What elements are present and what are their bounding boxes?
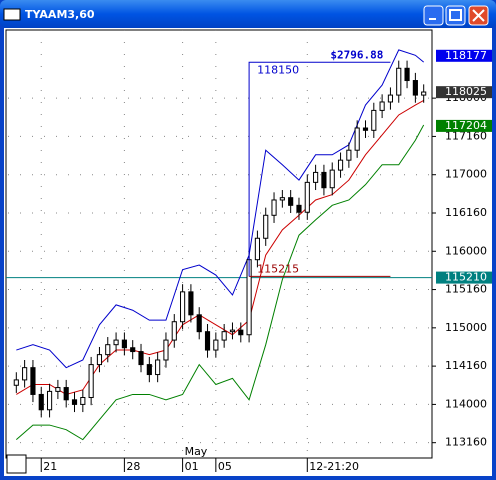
maximize-button[interactable] bbox=[445, 5, 466, 26]
y-tick-label: 115000 bbox=[445, 321, 487, 334]
candle-body bbox=[346, 149, 352, 161]
corner-box[interactable] bbox=[6, 454, 27, 474]
candle-body bbox=[30, 367, 36, 395]
close-icon bbox=[472, 9, 485, 22]
candle-body bbox=[63, 387, 69, 401]
x-tick-label: 28 bbox=[126, 460, 140, 473]
month-label: May bbox=[185, 445, 208, 458]
candle-body bbox=[55, 387, 61, 392]
candle-body bbox=[313, 171, 319, 183]
candle-body bbox=[213, 339, 219, 351]
candle-body bbox=[80, 397, 86, 405]
candle-body bbox=[180, 291, 186, 323]
candle-body bbox=[354, 127, 360, 151]
price-marker bbox=[436, 119, 492, 132]
candle-body bbox=[88, 364, 94, 399]
band-line bbox=[16, 49, 425, 369]
candle-body bbox=[387, 94, 394, 103]
candle-body bbox=[196, 314, 202, 333]
price-marker-label: 115210 bbox=[445, 271, 487, 284]
candle-body bbox=[13, 379, 19, 386]
y-tick-label: 117000 bbox=[445, 168, 487, 181]
plot-frame bbox=[5, 29, 433, 459]
candle-body bbox=[171, 321, 177, 341]
y-tick-label: 114160 bbox=[445, 359, 487, 372]
candle-body bbox=[396, 67, 402, 96]
y-tick-label: 117160 bbox=[445, 129, 487, 142]
candle-body bbox=[321, 171, 327, 189]
candle-body bbox=[96, 354, 103, 366]
candle-body bbox=[279, 197, 285, 201]
candle-body bbox=[412, 80, 418, 96]
candle-body bbox=[163, 339, 169, 361]
candle-body bbox=[71, 399, 78, 405]
price-marker bbox=[436, 271, 492, 284]
candle-body bbox=[113, 339, 119, 346]
candle-body bbox=[155, 359, 161, 376]
maximize-icon bbox=[449, 9, 462, 21]
candle-body bbox=[296, 204, 302, 213]
candle-body bbox=[337, 159, 344, 171]
y-tick-label: 116160 bbox=[445, 206, 487, 219]
candle-body bbox=[329, 169, 335, 189]
price-marker-label: 118177 bbox=[445, 49, 487, 62]
app-icon bbox=[3, 8, 21, 21]
candle-body bbox=[130, 347, 136, 353]
window-title: TYAAM3,60 bbox=[25, 8, 95, 21]
candle-body bbox=[188, 291, 194, 316]
y-tick-label: 116000 bbox=[445, 244, 487, 257]
candle-body bbox=[105, 344, 111, 356]
candle-body bbox=[404, 67, 410, 82]
candle-body bbox=[221, 331, 227, 341]
client-area bbox=[4, 28, 492, 476]
price-marker bbox=[436, 86, 492, 99]
x-tick-label: 05 bbox=[218, 460, 232, 473]
candle-body bbox=[138, 351, 144, 366]
candle-body bbox=[238, 329, 244, 336]
profit-label: $2796.88 bbox=[330, 48, 383, 61]
title-bar bbox=[0, 0, 496, 28]
x-tick-label: 01 bbox=[185, 460, 199, 473]
y-tick-label: 115160 bbox=[445, 283, 487, 296]
candle-body bbox=[362, 127, 369, 131]
y-tick-label: 114000 bbox=[445, 397, 487, 410]
price-marker-label: 118025 bbox=[445, 85, 487, 98]
candle-body bbox=[421, 91, 427, 96]
candle-body bbox=[379, 101, 385, 111]
price-marker bbox=[436, 49, 492, 62]
candle-body bbox=[204, 331, 211, 351]
candle-body bbox=[121, 339, 127, 349]
candle-body bbox=[146, 364, 152, 376]
band-line bbox=[15, 124, 425, 441]
y-tick-label: 113160 bbox=[445, 436, 487, 449]
candle-body bbox=[46, 390, 53, 411]
x-tick-label: 12-21:20 bbox=[309, 460, 359, 473]
entry-label: 115215 bbox=[257, 262, 299, 275]
candle-body bbox=[371, 109, 377, 131]
candle-body bbox=[22, 367, 28, 381]
candle-body bbox=[304, 181, 310, 213]
exit-label: 118150 bbox=[257, 63, 299, 76]
candle-body bbox=[288, 197, 294, 206]
candle-body bbox=[254, 237, 260, 261]
candle-body bbox=[38, 393, 44, 411]
minimize-button[interactable] bbox=[423, 5, 444, 26]
candle-body bbox=[271, 199, 277, 216]
candle-body bbox=[263, 214, 269, 239]
candle-body bbox=[229, 329, 236, 333]
x-tick-label: 21 bbox=[43, 460, 57, 473]
plot: 113160 114000 114160 115000 115160 116000 1161… bbox=[6, 30, 492, 473]
trade-line bbox=[248, 61, 391, 277]
price-marker-label: 117204 bbox=[445, 119, 487, 132]
